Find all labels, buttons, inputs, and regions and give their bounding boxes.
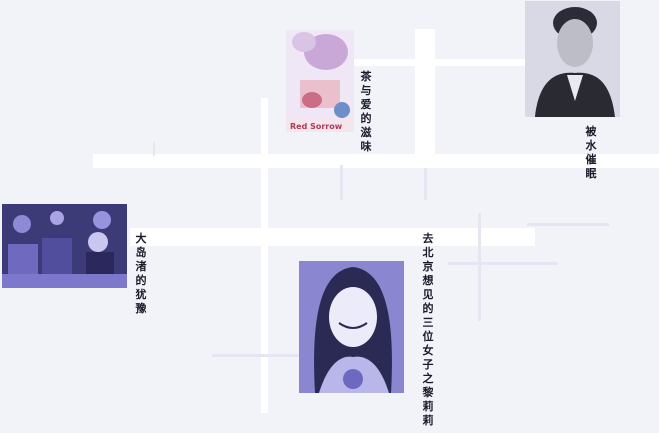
hypnosis-label: 被水催眠 bbox=[585, 125, 597, 180]
map-road-horizontal-thin-3 bbox=[448, 262, 558, 265]
map-road-horizontal-lower bbox=[130, 228, 535, 246]
tea-and-love-label: 茶与爱的滋味 bbox=[360, 70, 372, 153]
map-node-beijing-three-women[interactable]: 去北京想见的三位女子之黎莉莉 bbox=[299, 228, 439, 433]
hypnosis-portrait-image bbox=[525, 1, 620, 117]
oshima-hesitation-label: 大岛渚的犹豫 bbox=[135, 232, 147, 315]
tea-and-love-poster-caption: Red Sorrow bbox=[290, 122, 343, 131]
map-road-vertical-thin-3 bbox=[478, 213, 481, 321]
map-road-horizontal-main bbox=[93, 154, 659, 168]
li-lili-portrait-image bbox=[299, 261, 404, 393]
map-node-tea-and-love[interactable]: Red Sorrow 茶与爱的滋味 bbox=[286, 30, 376, 153]
map-road-horizontal-thin-2 bbox=[527, 223, 609, 226]
map-road-vertical-thin-4 bbox=[153, 142, 155, 156]
map-road-horizontal-thin-1 bbox=[212, 354, 300, 357]
map-node-hypnosis[interactable]: 被水催眠 bbox=[525, 1, 620, 191]
map-road-vertical-thin-1 bbox=[340, 165, 343, 200]
beijing-three-women-label: 去北京想见的三位女子之黎莉莉 bbox=[422, 232, 434, 427]
map-road-vertical-center bbox=[415, 29, 435, 154]
oshima-hesitation-photo-image bbox=[2, 204, 127, 288]
map-road-vertical-left bbox=[261, 98, 268, 413]
map-node-oshima-hesitation[interactable]: 大岛渚的犹豫 bbox=[2, 204, 150, 324]
map-road-vertical-thin-2 bbox=[424, 168, 427, 200]
tea-and-love-poster-image: Red Sorrow bbox=[286, 30, 354, 132]
